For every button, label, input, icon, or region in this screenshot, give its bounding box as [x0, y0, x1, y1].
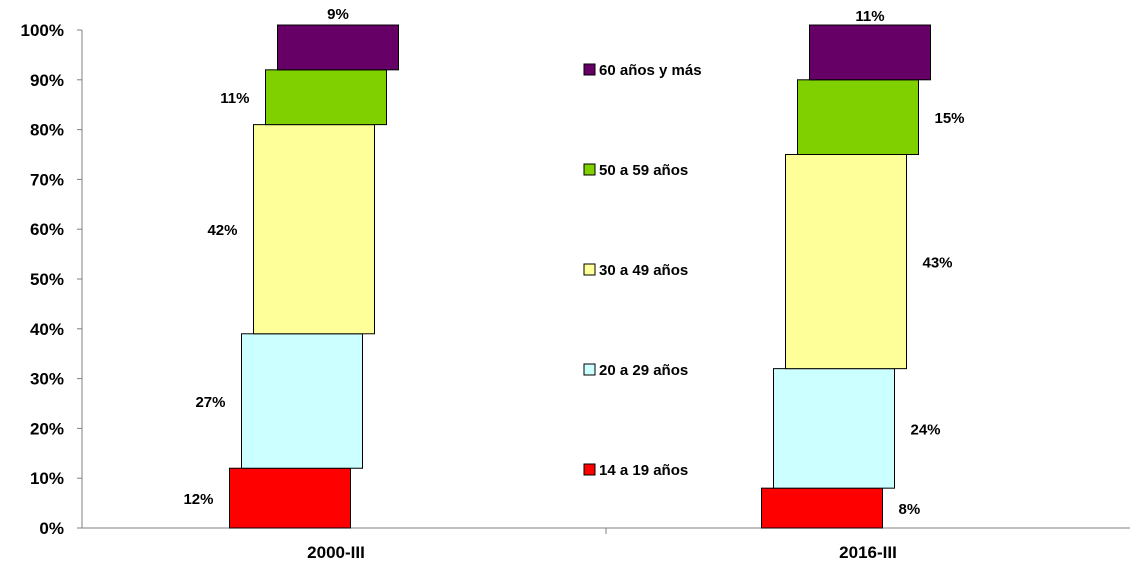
legend-label: 60 años y más — [599, 62, 702, 79]
bar-segment — [254, 125, 375, 334]
data-label: 42% — [207, 222, 237, 239]
x-category-label: 2000-III — [307, 543, 365, 562]
data-label: 11% — [855, 8, 884, 25]
bar-segment — [278, 25, 399, 70]
data-label: 11% — [220, 90, 249, 107]
data-label: 43% — [923, 255, 953, 272]
y-tick-label: 20% — [30, 419, 64, 438]
legend-swatch — [584, 264, 595, 275]
data-label: 9% — [327, 6, 349, 23]
y-tick-label: 40% — [30, 320, 64, 339]
legend-swatch — [584, 64, 595, 75]
data-label: 15% — [935, 110, 965, 127]
bar-segment — [762, 488, 883, 528]
bar-segment — [810, 25, 931, 80]
legend-label: 20 a 29 años — [599, 362, 688, 379]
bar-segment — [242, 334, 363, 468]
y-tick-label: 70% — [30, 170, 64, 189]
data-label: 8% — [899, 501, 921, 518]
bar-segment — [230, 468, 351, 528]
y-tick-label: 100% — [21, 21, 64, 40]
legend-swatch — [584, 464, 595, 475]
y-tick-label: 90% — [30, 71, 64, 90]
y-tick-label: 0% — [39, 519, 64, 538]
bar-segment — [774, 369, 895, 489]
legend-label: 30 a 49 años — [599, 262, 688, 279]
legend-swatch — [584, 364, 595, 375]
bar-segment — [266, 70, 387, 125]
y-tick-label: 60% — [30, 220, 64, 239]
legend-label: 14 a 19 años — [599, 462, 688, 479]
x-category-label: 2016-III — [839, 543, 897, 562]
y-tick-label: 10% — [30, 469, 64, 488]
legend-label: 50 a 59 años — [599, 162, 688, 179]
legend-swatch — [584, 164, 595, 175]
y-tick-label: 30% — [30, 370, 64, 389]
data-label: 27% — [195, 394, 225, 411]
data-label: 24% — [911, 421, 941, 438]
bar-segment — [798, 80, 919, 155]
y-tick-label: 80% — [30, 121, 64, 140]
data-label: 12% — [183, 491, 213, 508]
y-tick-label: 50% — [30, 270, 64, 289]
bar-segment — [786, 155, 907, 369]
